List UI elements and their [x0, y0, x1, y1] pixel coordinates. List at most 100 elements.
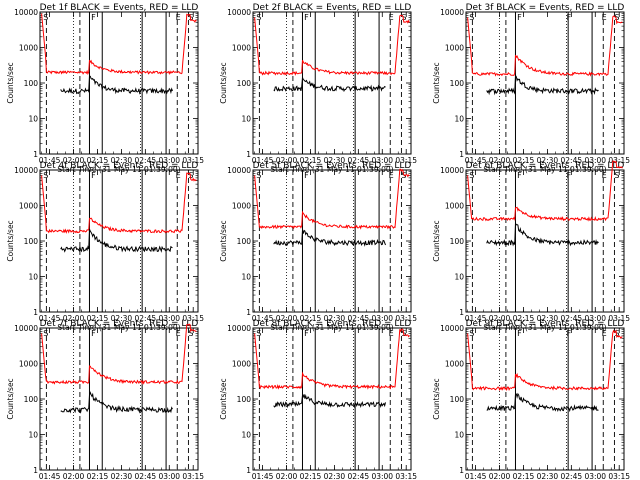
interval-marker: E [389, 329, 394, 338]
y-tick-label: 1000 [445, 360, 464, 369]
series-events-line [486, 221, 599, 247]
interval-marker: S [469, 171, 474, 180]
interval-marker: F [567, 13, 572, 22]
y-tick-label: 10 [28, 115, 38, 124]
interval-marker: S [43, 171, 48, 180]
x-tick-label: 02:45 [135, 156, 157, 165]
plot-frame [39, 327, 199, 471]
panel-title: Det 4f BLACK = Events, RED = LLD [40, 161, 199, 171]
interval-marker: S [614, 13, 619, 22]
chart-panel-6: Det 6f BLACK = Events, RED = LLD 1 10 100 10… [432, 160, 630, 332]
interval-marker: S [614, 171, 619, 180]
x-tick-label: 02:30 [324, 472, 346, 480]
series-events-line [273, 229, 386, 247]
x-tick-label: 02:45 [348, 472, 370, 480]
y-tick-label: 1 [33, 466, 38, 475]
x-tick-label: 01:45 [39, 314, 61, 323]
interval-marker: E [176, 13, 181, 22]
y-tick-label: 10 [454, 115, 464, 124]
x-tick-label: 02:45 [135, 314, 157, 323]
series-events-line [486, 73, 599, 96]
panel-title: Det 2f BLACK = Events, RED = LLD [253, 3, 412, 13]
y-tick-label: 10 [241, 273, 251, 282]
interval-marker: E [602, 13, 607, 22]
x-tick-label: 01:45 [465, 156, 487, 165]
series-lld-line [41, 323, 197, 385]
chart-panel-3: Det 3f BLACK = Events, RED = LLD 1 10 100 10… [432, 3, 630, 174]
panel-title: Det 8f BLACK = Events, RED = LLD [253, 319, 412, 329]
x-tick-label: 01:45 [252, 314, 274, 323]
plot-frame [465, 327, 625, 471]
interval-marker: S [614, 329, 619, 338]
x-tick-label: 03:15 [608, 472, 630, 480]
interval-marker: F [304, 329, 309, 338]
panel-title: Det 6f BLACK = Events, RED = LLD [466, 161, 625, 171]
y-tick-label: 10000 [14, 8, 38, 17]
interval-marker: S [469, 13, 474, 22]
y-tick-label: 100 [450, 79, 465, 88]
series-lld-line [254, 168, 410, 230]
interval-marker: S [188, 329, 193, 338]
interval-marker: S [256, 329, 261, 338]
y-tick-label: 1000 [19, 360, 38, 369]
series-lld-line [467, 329, 623, 392]
x-tick-label: 02:15 [300, 314, 322, 323]
interval-marker: F [91, 13, 96, 22]
x-tick-label: 02:15 [513, 314, 535, 323]
y-axis-label: Counts/sec [219, 220, 228, 261]
x-tick-label: 02:30 [537, 156, 559, 165]
y-tick-label: 1 [459, 150, 464, 159]
panel-title: Det 5f BLACK = Events, RED = LLD [253, 161, 412, 171]
interval-marker: E [602, 171, 607, 180]
y-tick-label: 10 [454, 431, 464, 440]
interval-marker: F [567, 329, 572, 338]
chart-panel-8: Det 8f BLACK = Events, RED = LLD 1 10 100 10… [219, 319, 417, 480]
x-tick-label: 01:45 [252, 156, 274, 165]
y-tick-label: 10000 [440, 8, 464, 17]
y-tick-label: 100 [237, 79, 252, 88]
y-tick-label: 1000 [232, 360, 251, 369]
y-tick-label: 10 [241, 431, 251, 440]
x-tick-label: 03:15 [608, 156, 630, 165]
x-tick-label: 03:15 [395, 314, 417, 323]
x-tick-label: 02:30 [537, 314, 559, 323]
y-tick-label: 10 [28, 431, 38, 440]
plot-frame [39, 11, 199, 155]
x-tick-label: 01:45 [252, 472, 274, 480]
chart-panel-4: Det 4f BLACK = Events, RED = LLD 1 10 100 10… [6, 161, 204, 332]
series-events-line [273, 393, 386, 409]
x-tick-label: 01:45 [465, 314, 487, 323]
interval-marker: F [91, 171, 96, 180]
x-tick-label: 02:15 [87, 156, 109, 165]
y-tick-label: 10000 [227, 166, 251, 175]
series-events-line [60, 75, 173, 95]
x-tick-label: 02:00 [276, 156, 298, 165]
series-lld-line [41, 172, 197, 234]
interval-marker: F [304, 13, 309, 22]
interval-marker: E [389, 13, 394, 22]
series-events-line [60, 229, 173, 253]
y-tick-label: 1000 [19, 202, 38, 211]
plot-frame [252, 11, 412, 155]
series-lld-line [41, 13, 197, 76]
panel-title: Det 3f BLACK = Events, RED = LLD [466, 3, 625, 13]
interval-marker: S [188, 171, 193, 180]
x-tick-label: 03:00 [584, 156, 606, 165]
x-tick-label: 03:15 [182, 314, 204, 323]
y-tick-label: 100 [450, 237, 465, 246]
x-tick-label: 02:30 [111, 156, 133, 165]
panel-title: Det 7f BLACK = Events, RED = LLD [40, 319, 199, 329]
y-axis-label: Counts/sec [6, 220, 15, 261]
interval-marker: E [602, 329, 607, 338]
x-tick-label: 02:00 [63, 314, 85, 323]
y-tick-label: 1000 [445, 44, 464, 53]
x-tick-label: 03:15 [182, 472, 204, 480]
y-axis-label: Counts/sec [219, 378, 228, 419]
series-lld-line [467, 15, 623, 77]
y-tick-label: 1 [33, 308, 38, 317]
plot-frame [39, 169, 199, 313]
y-tick-label: 10000 [14, 166, 38, 175]
y-tick-label: 100 [237, 237, 252, 246]
plot-frame [252, 327, 412, 471]
